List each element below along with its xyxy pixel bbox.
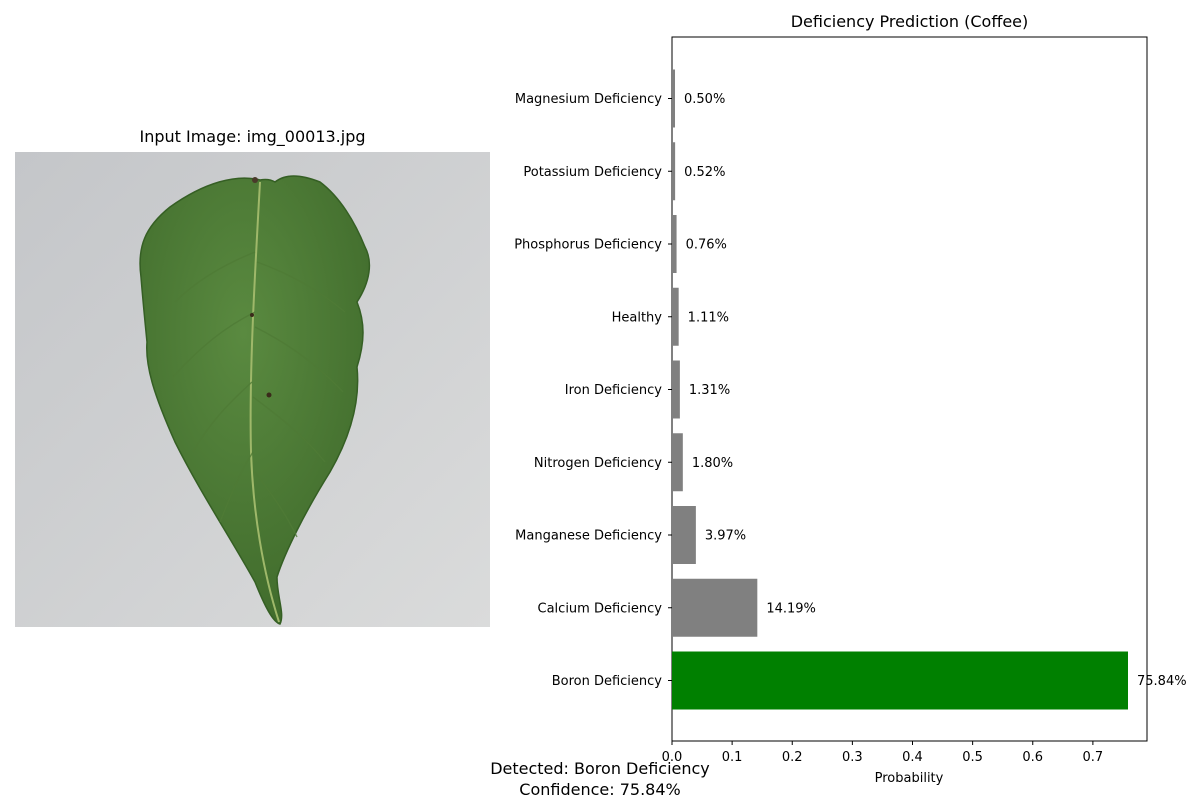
bar [672, 360, 680, 419]
y-tick-label: Iron Deficiency [565, 383, 663, 398]
x-tick-label: 0.2 [782, 750, 803, 765]
bar [672, 142, 676, 201]
bar [672, 69, 676, 128]
y-tick-label: Healthy [612, 310, 663, 325]
bar-value-label: 1.80% [692, 456, 733, 471]
bar-value-label: 0.50% [684, 92, 725, 107]
x-tick-label: 0.3 [842, 750, 863, 765]
y-tick-label: Manganese Deficiency [515, 529, 662, 544]
bar [672, 651, 1128, 710]
y-tick-label: Magnesium Deficiency [515, 92, 662, 107]
y-tick-label: Phosphorus Deficiency [514, 238, 662, 253]
y-tick-label: Boron Deficiency [552, 674, 663, 689]
bar-value-label: 0.76% [686, 238, 727, 253]
y-tick-label: Nitrogen Deficiency [534, 456, 662, 471]
bar-value-label: 1.11% [688, 310, 729, 325]
x-tick-label: 0.6 [1022, 750, 1043, 765]
coffee-leaf-photo [15, 152, 490, 627]
x-tick-label: 0.0 [662, 750, 683, 765]
value-labels: 75.84% 14.19% 3.97% 1.80% 1.31% 1.11% 0.76% 0.5… [684, 92, 1187, 689]
bar-value-label: 0.52% [684, 165, 725, 180]
x-tick-label: 0.7 [1083, 750, 1104, 765]
bar [672, 433, 683, 492]
x-tick-label: 0.5 [962, 750, 983, 765]
bar [672, 215, 677, 273]
x-axis-label: Probability [875, 771, 944, 786]
y-tick-label: Potassium Deficiency [523, 165, 662, 180]
result-footer: Detected: Boron Deficiency Confidence: 7… [440, 758, 760, 800]
bar [672, 506, 696, 564]
chart-title: Deficiency Prediction (Coffee) [790, 12, 1029, 31]
bars-group [672, 69, 1128, 710]
bar [672, 578, 758, 637]
x-tick-label: 0.4 [902, 750, 923, 765]
bar-value-label: 75.84% [1137, 674, 1187, 689]
category-labels: Boron Deficiency Calcium Deficiency Mangan… [514, 92, 672, 689]
bar [672, 287, 679, 346]
bar-value-label: 3.97% [705, 529, 746, 544]
x-tick-label: 0.1 [722, 750, 743, 765]
detected-text: Detected: Boron Deficiency [490, 759, 710, 778]
bar-value-label: 14.19% [766, 601, 816, 616]
input-image-title: Input Image: img_00013.jpg [139, 127, 366, 146]
confidence-text: Confidence: 75.84% [519, 780, 681, 799]
bar-value-label: 1.31% [689, 383, 730, 398]
x-axis-ticks: 0.0 0.1 0.2 0.3 0.4 0.5 0.6 0.7 [662, 741, 1104, 765]
y-tick-label: Calcium Deficiency [538, 601, 663, 616]
